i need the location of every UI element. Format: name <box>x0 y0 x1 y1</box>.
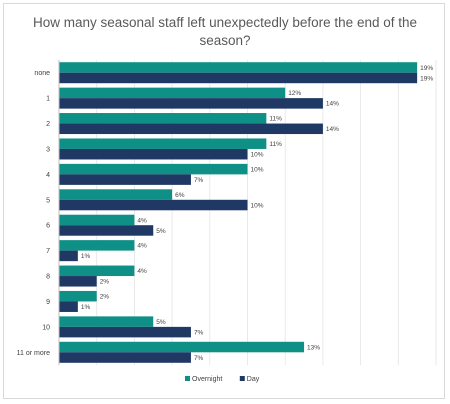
bar-overnight <box>59 214 135 226</box>
data-label: 5% <box>156 319 166 326</box>
data-label: 4% <box>137 217 147 224</box>
category-label: 4 <box>46 172 50 179</box>
data-label: 7% <box>194 177 204 184</box>
legend-label-overnight: Overnight <box>192 376 222 383</box>
bar-day <box>59 301 78 312</box>
data-label: 1% <box>81 253 91 260</box>
legend-label-day: Day <box>247 376 260 383</box>
bar-overnight <box>59 290 97 302</box>
data-label: 4% <box>137 243 147 250</box>
bar-day <box>59 225 154 236</box>
data-label: 6% <box>175 192 185 199</box>
bar-day <box>59 326 191 338</box>
data-label: 19% <box>420 75 433 82</box>
data-label: 7% <box>194 329 204 336</box>
data-label: 7% <box>194 355 204 362</box>
category-label: 6 <box>46 223 50 230</box>
bar-overnight <box>59 113 267 124</box>
data-label: 19% <box>420 65 433 72</box>
bar-overnight <box>59 189 173 200</box>
bar-day <box>59 174 191 185</box>
bar-day <box>59 148 248 160</box>
data-label: 10% <box>251 152 264 159</box>
data-label: 2% <box>100 279 110 286</box>
bar-day <box>59 250 78 262</box>
bar-overnight <box>59 265 135 277</box>
data-label: 12% <box>288 90 301 97</box>
bar-day <box>59 276 97 287</box>
bar-day <box>59 199 248 211</box>
data-label: 10% <box>251 202 264 209</box>
category-label: 7 <box>46 248 50 255</box>
legend-swatch-overnight <box>185 376 190 381</box>
data-label: 14% <box>326 101 339 108</box>
bar-overnight <box>59 316 154 327</box>
category-label: 3 <box>46 146 50 153</box>
data-label: 13% <box>307 344 320 351</box>
data-label: 4% <box>137 268 147 275</box>
bar-overnight <box>59 87 286 99</box>
category-label: 11 or more <box>17 350 50 357</box>
bar-overnight <box>59 138 267 149</box>
chart-title: How many seasonal staff left unexpectedl… <box>33 15 417 48</box>
data-label: 2% <box>100 294 110 301</box>
bar-overnight <box>59 62 418 73</box>
data-label: 10% <box>251 166 264 173</box>
category-label: 8 <box>46 274 50 281</box>
bar-day <box>59 352 191 363</box>
data-label: 14% <box>326 126 339 133</box>
bar-day <box>59 72 418 84</box>
category-label: none <box>34 70 50 77</box>
category-label: 10 <box>42 324 50 331</box>
bar-overnight <box>59 240 135 251</box>
bar-overnight <box>59 163 248 175</box>
data-label: 1% <box>81 304 91 311</box>
data-label: 11% <box>269 141 282 148</box>
bar-day <box>59 98 323 109</box>
category-label: 9 <box>46 299 50 306</box>
category-label: 1 <box>46 96 50 103</box>
data-label: 11% <box>269 116 282 123</box>
bar-day <box>59 123 323 135</box>
legend-swatch-day <box>239 376 245 381</box>
category-label: 2 <box>46 121 50 128</box>
data-label: 5% <box>156 228 166 235</box>
category-label: 5 <box>46 197 50 204</box>
bar-overnight <box>59 341 305 353</box>
